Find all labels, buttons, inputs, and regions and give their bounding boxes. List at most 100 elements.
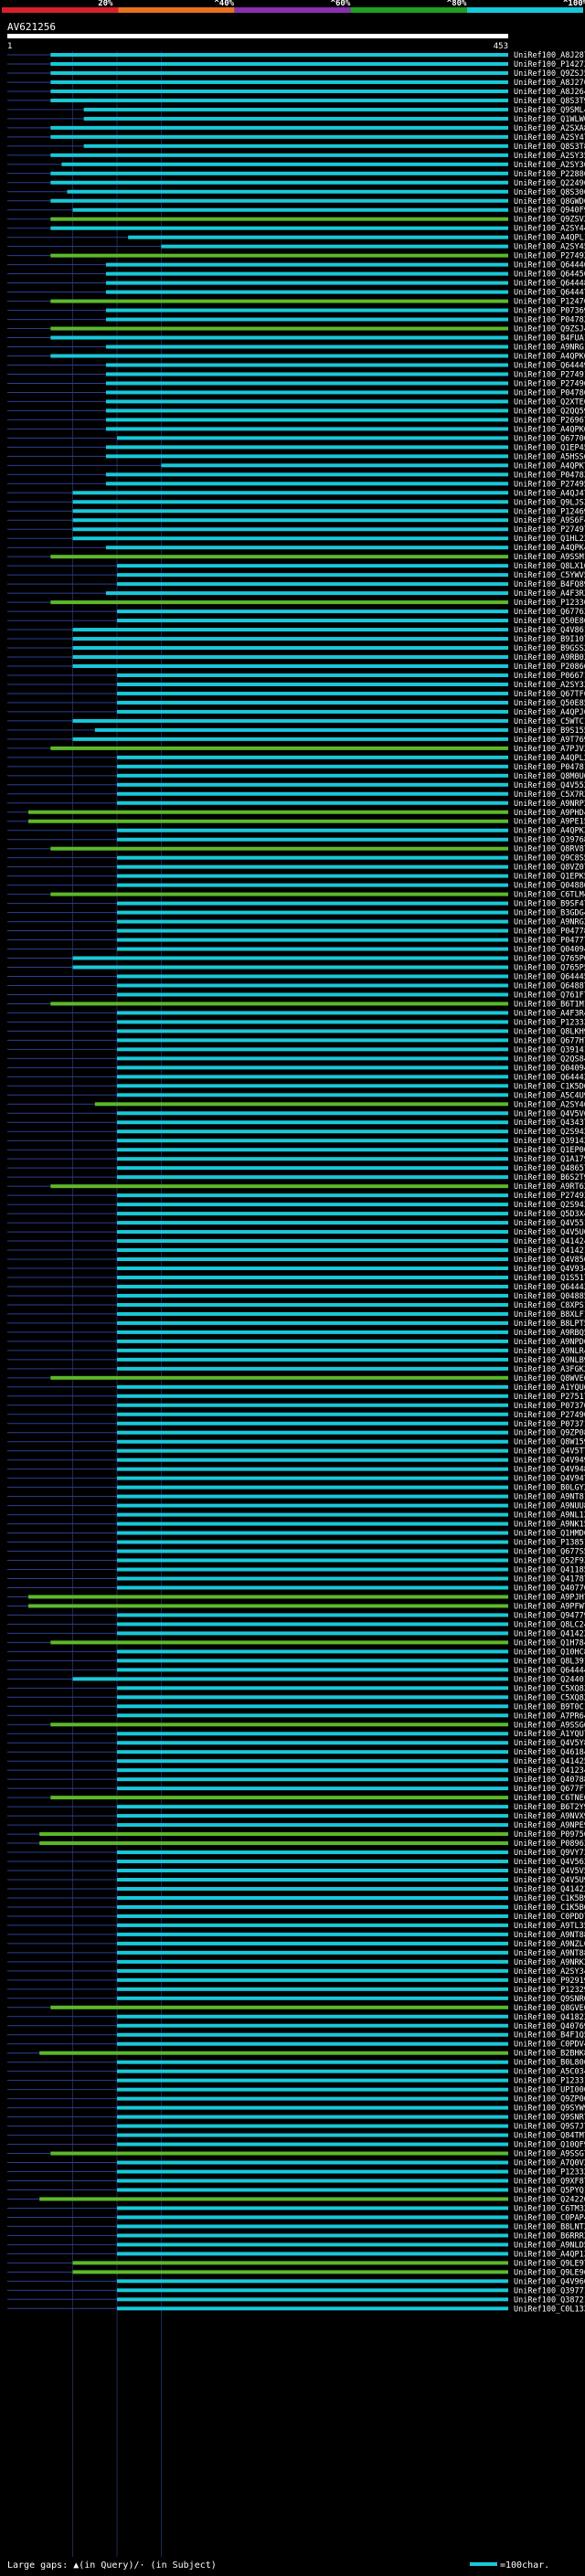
hit-label[interactable]: UniRef100_A9NPD6: [514, 1338, 585, 1347]
hit-label[interactable]: UniRef100_B0LGY2: [514, 1484, 585, 1493]
hit-label[interactable]: UniRef100_B4FUA1: [514, 334, 585, 344]
hit-label[interactable]: UniRef100_Q67700: [514, 434, 585, 443]
hit-label[interactable]: UniRef100_Q1S517: [514, 1274, 585, 1283]
hit-label[interactable]: UniRef100_Q39142: [514, 1137, 585, 1146]
hit-label[interactable]: UniRef100_P08963: [514, 1839, 585, 1849]
hit-label[interactable]: UniRef100_Q9ZSV2: [514, 216, 585, 225]
hit-label[interactable]: UniRef100_C1K5D0: [514, 1082, 585, 1091]
hit-label[interactable]: UniRef100_Q24401: [514, 1675, 585, 1684]
hit-label[interactable]: UniRef100_Q4V5T7: [514, 1447, 585, 1457]
hit-label[interactable]: UniRef100_P13851: [514, 1539, 585, 1548]
hit-label[interactable]: UniRef100_A9NZL0: [514, 1940, 585, 1949]
hit-label[interactable]: UniRef100_A9PHD4: [514, 809, 585, 818]
hit-label[interactable]: UniRef100_A4QPL1: [514, 234, 585, 243]
hit-label[interactable]: UniRef100_P07371: [514, 1420, 585, 1429]
hit-label[interactable]: UniRef100_A9NL12: [514, 1511, 585, 1521]
hit-label[interactable]: UniRef100_P27491: [514, 370, 585, 379]
hit-label[interactable]: UniRef100_A2SXA8: [514, 124, 585, 133]
hit-label[interactable]: UniRef100_A4QPK6: [514, 425, 585, 434]
hit-label[interactable]: UniRef100_B9SF47: [514, 900, 585, 909]
hit-label[interactable]: UniRef100_Q2QS84: [514, 1055, 585, 1064]
hit-label[interactable]: UniRef100_C5YWV5: [514, 571, 585, 580]
hit-label[interactable]: UniRef100_Q2S943: [514, 1201, 585, 1210]
hit-label[interactable]: UniRef100_Q9LE97: [514, 2259, 585, 2268]
hit-label[interactable]: UniRef100_Q9SML4: [514, 106, 585, 115]
hit-label[interactable]: UniRef100_C6TNE6: [514, 1794, 585, 1803]
hit-label[interactable]: UniRef100_Q1HMD0: [514, 1530, 585, 1539]
hit-label[interactable]: UniRef100_C5X7R3: [514, 790, 585, 800]
hit-label[interactable]: UniRef100_Q4V5U9: [514, 1876, 585, 1885]
hit-label[interactable]: UniRef100_A9T769: [514, 736, 585, 745]
hit-label[interactable]: UniRef100_A9NUU8: [514, 1502, 585, 1511]
hit-label[interactable]: UniRef100_Q64443: [514, 1283, 585, 1292]
hit-label[interactable]: UniRef100_A7Q0V2: [514, 2159, 585, 2168]
hit-label[interactable]: UniRef100_P04777: [514, 937, 585, 946]
hit-label[interactable]: UniRef100_Q67763: [514, 608, 585, 617]
hit-label[interactable]: UniRef100_B9T0C1: [514, 1702, 585, 1712]
hit-label[interactable]: UniRef100_A4QPJ6: [514, 708, 585, 717]
hit-label[interactable]: UniRef100_Q46184: [514, 1748, 585, 1757]
hit-label[interactable]: UniRef100_Q1EPK5: [514, 873, 585, 882]
hit-label[interactable]: UniRef100_Q9XF87: [514, 2178, 585, 2187]
hit-label[interactable]: UniRef100_Q4V562: [514, 1858, 585, 1867]
hit-label[interactable]: UniRef100_Q8W159: [514, 1438, 585, 1447]
hit-label[interactable]: UniRef100_P07370: [514, 1402, 585, 1411]
hit-label[interactable]: UniRef100_A9NRP2: [514, 800, 585, 809]
hit-label[interactable]: UniRef100_Q50E85: [514, 699, 585, 708]
hit-label[interactable]: UniRef100_C8XPS1: [514, 1301, 585, 1310]
hit-label[interactable]: UniRef100_Q677H7: [514, 1036, 585, 1045]
hit-label[interactable]: UniRef100_Q8LX16: [514, 562, 585, 571]
hit-label[interactable]: UniRef100_B4FQ89: [514, 580, 585, 589]
hit-label[interactable]: UniRef100_Q4V856: [514, 1256, 585, 1265]
hit-label[interactable]: UniRef100_P12333: [514, 1018, 585, 1027]
hit-label[interactable]: UniRef100_A9RBQ5: [514, 1329, 585, 1338]
hit-label[interactable]: UniRef100_C5WTC1: [514, 717, 585, 726]
hit-label[interactable]: UniRef100_B8LPT5: [514, 1320, 585, 1329]
hit-label[interactable]: UniRef100_Q9ZSJ4: [514, 325, 585, 334]
hit-label[interactable]: UniRef100_A4QPL2: [514, 754, 585, 763]
hit-label[interactable]: UniRef100_Q940F9: [514, 207, 585, 216]
hit-label[interactable]: UniRef100_A4QPK0: [514, 353, 585, 362]
hit-label[interactable]: UniRef100_Q1EP00: [514, 1146, 585, 1155]
hit-label[interactable]: UniRef100_A7PJV3: [514, 745, 585, 754]
hit-label[interactable]: UniRef100_Q9SNR0: [514, 1995, 585, 2004]
hit-label[interactable]: UniRef100_Q04094: [514, 946, 585, 955]
hit-label[interactable]: UniRef100_Q64449: [514, 361, 585, 370]
hit-label[interactable]: UniRef100_A9RB03: [514, 653, 585, 663]
hit-label[interactable]: UniRef100_P12329: [514, 1986, 585, 1995]
hit-label[interactable]: UniRef100_B0L806: [514, 2059, 585, 2068]
hit-label[interactable]: UniRef100_B4F1Q5: [514, 2031, 585, 2041]
hit-label[interactable]: UniRef100_B9I107: [514, 635, 585, 644]
hit-label[interactable]: UniRef100_Q4V949: [514, 1457, 585, 1466]
hit-label[interactable]: UniRef100_C5XQ82: [514, 1693, 585, 1702]
hit-label[interactable]: UniRef100_A8J270: [514, 79, 585, 88]
hit-label[interactable]: UniRef100_Q4V5V6: [514, 1109, 585, 1118]
hit-label[interactable]: UniRef100_A9NLR4: [514, 1347, 585, 1356]
hit-label[interactable]: UniRef100_P06671: [514, 672, 585, 681]
hit-label[interactable]: UniRef100_P12332: [514, 2168, 585, 2178]
hit-label[interactable]: UniRef100_A9NT88: [514, 1949, 585, 1958]
hit-label[interactable]: UniRef100_Q8WVE6: [514, 1374, 585, 1383]
hit-label[interactable]: UniRef100_Q64448: [514, 280, 585, 289]
hit-label[interactable]: UniRef100_A9NRK2: [514, 1958, 585, 1967]
hit-label[interactable]: UniRef100_P04781: [514, 763, 585, 772]
hit-label[interactable]: UniRef100_A9NLD5: [514, 2241, 585, 2250]
hit-label[interactable]: UniRef100_P09756: [514, 1830, 585, 1839]
hit-label[interactable]: UniRef100_P27497: [514, 525, 585, 535]
hit-label[interactable]: UniRef100_UPI000...: [514, 2086, 585, 2095]
hit-label[interactable]: UniRef100_Q8S300: [514, 188, 585, 197]
hit-label[interactable]: UniRef100_C0PDD7: [514, 1913, 585, 1922]
hit-label[interactable]: UniRef100_Q9LJS3: [514, 498, 585, 507]
hit-label[interactable]: UniRef100_Q40770: [514, 1584, 585, 1593]
hit-label[interactable]: UniRef100_Q1A179: [514, 1155, 585, 1164]
hit-label[interactable]: UniRef100_Q43437: [514, 1118, 585, 1128]
hit-label[interactable]: UniRef100_Q8S3T8: [514, 143, 585, 152]
hit-label[interactable]: UniRef100_Q4V934: [514, 1265, 585, 1274]
hit-label[interactable]: UniRef100_P26967: [514, 416, 585, 425]
hit-label[interactable]: UniRef100_A7PR64: [514, 1712, 585, 1721]
hit-label[interactable]: UniRef100_A9NK15: [514, 1521, 585, 1530]
hit-label[interactable]: UniRef100_P27496: [514, 379, 585, 388]
hit-label[interactable]: UniRef100_A9NRG1: [514, 344, 585, 353]
hit-label[interactable]: UniRef100_P12470: [514, 298, 585, 307]
hit-label[interactable]: UniRef100_Q8RV87: [514, 845, 585, 854]
